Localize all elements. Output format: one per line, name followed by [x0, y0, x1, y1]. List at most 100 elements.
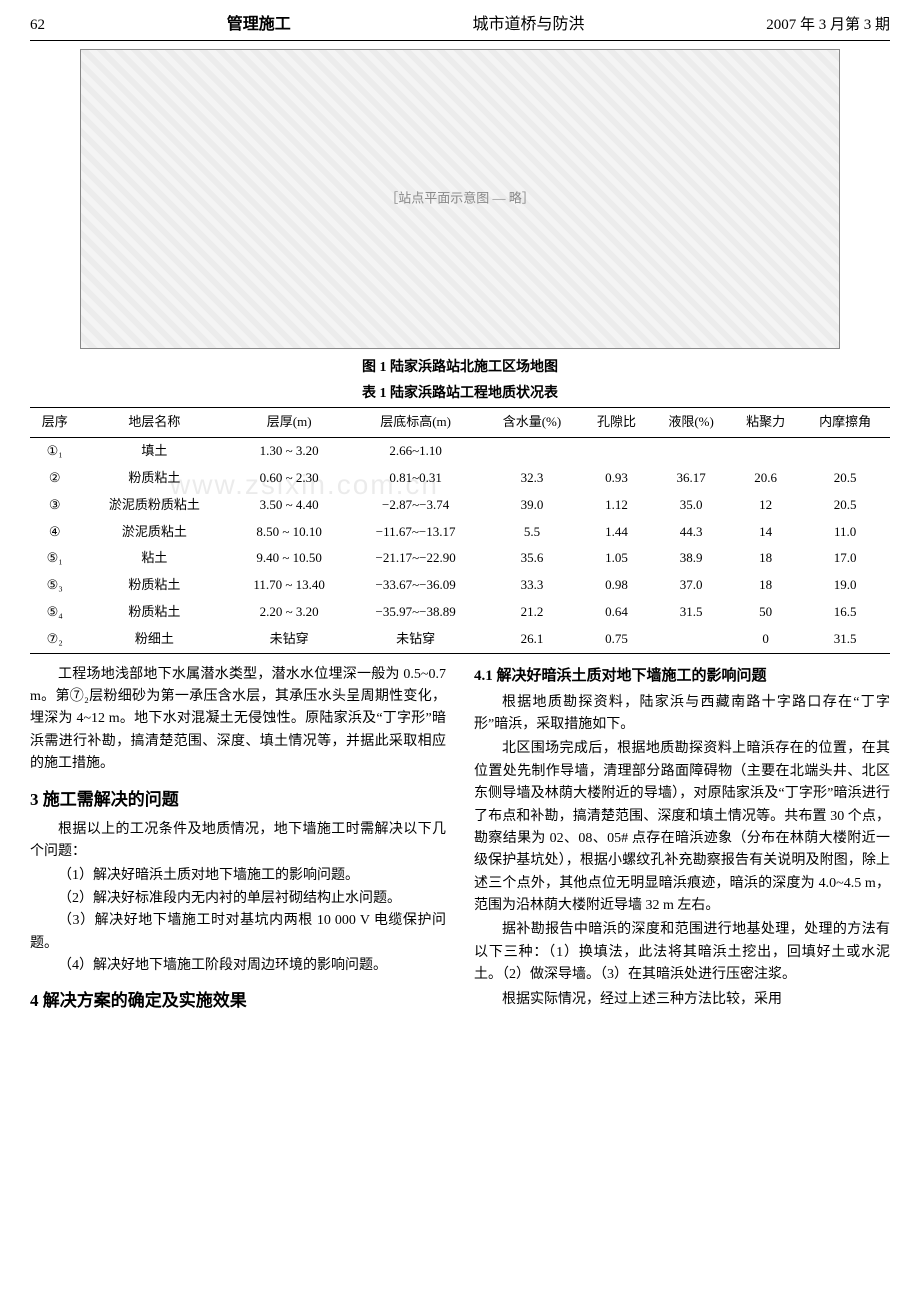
table-cell: 淤泥质粉质粘土: [79, 492, 229, 519]
table-cell: 0.75: [582, 626, 652, 653]
table-row: ②粉质粘土0.60 ~ 2.300.81~0.3132.30.9336.1720…: [30, 465, 890, 492]
heading-4-1: 4.1 解决好暗浜土质对地下墙施工的影响问题: [474, 664, 890, 688]
table-cell: [582, 438, 652, 465]
table-cell: 0: [731, 626, 801, 653]
page-number: 62: [30, 13, 45, 37]
table-cell: 32.3: [482, 465, 582, 492]
table-cell: 1.44: [582, 519, 652, 546]
table-cell: [651, 438, 731, 465]
table-cell: 1.05: [582, 545, 652, 572]
right-column: 4.1 解决好暗浜土质对地下墙施工的影响问题 根据地质勘探资料，陆家浜与西藏南路…: [474, 664, 890, 1021]
th-3: 层底标高(m): [349, 408, 482, 438]
item-4: （4）解决好地下墙施工阶段对周边环境的影响问题。: [30, 955, 446, 977]
table-cell: 36.17: [651, 465, 731, 492]
table-cell: 1.12: [582, 492, 652, 519]
table-row: ③淤泥质粉质粘土3.50 ~ 4.40−2.87~−3.7439.01.1235…: [30, 492, 890, 519]
table-cell: 0.60 ~ 2.30: [229, 465, 349, 492]
table-cell: 0.81~0.31: [349, 465, 482, 492]
table-cell: [800, 438, 890, 465]
table-cell: ①₁: [30, 438, 79, 465]
table-cell: −21.17~−22.90: [349, 545, 482, 572]
table-row: ⑤₄粉质粘土2.20 ~ 3.20−35.97~−38.8921.20.6431…: [30, 599, 890, 626]
table-cell: 20.6: [731, 465, 801, 492]
th-7: 粘聚力: [731, 408, 801, 438]
table-cell: 19.0: [800, 572, 890, 599]
table-cell: 16.5: [800, 599, 890, 626]
item-3: （3）解决好地下墙施工时对基坑内两根 10 000 V 电缆保护问题。: [30, 910, 446, 955]
table-cell: 31.5: [800, 626, 890, 653]
table-cell: 淤泥质粘土: [79, 519, 229, 546]
table-cell: 0.98: [582, 572, 652, 599]
header-left: 管理施工: [227, 12, 291, 38]
th-4: 含水量(%): [482, 408, 582, 438]
table-cell: ④: [30, 519, 79, 546]
table-cell: 39.0: [482, 492, 582, 519]
table-row: ①₁填土1.30 ~ 3.202.66~1.10: [30, 438, 890, 465]
table-cell: 26.1: [482, 626, 582, 653]
table-cell: 0.64: [582, 599, 652, 626]
two-column-body: 工程场地浅部地下水属潜水类型，潜水水位埋深一般为 0.5~0.7 m。第⑦₂层粉…: [30, 664, 890, 1021]
table-row: ⑦₂粉细土未钻穿未钻穿26.10.75031.5: [30, 626, 890, 653]
item-1: （1）解决好暗浜土质对地下墙施工的影响问题。: [30, 865, 446, 887]
figure-1-caption: 图 1 陆家浜路站北施工区场地图: [30, 357, 890, 379]
table-cell: [482, 438, 582, 465]
para-41b: 北区围场完成后，根据地质勘探资料上暗浜存在的位置，在其位置处先制作导墙，清理部分…: [474, 738, 890, 917]
table-cell: 粉质粘土: [79, 572, 229, 599]
table-cell: 2.20 ~ 3.20: [229, 599, 349, 626]
para-41d: 根据实际情况，经过上述三种方法比较，采用: [474, 989, 890, 1011]
table-cell: 37.0: [651, 572, 731, 599]
table-cell: −33.67~−36.09: [349, 572, 482, 599]
para-41a: 根据地质勘探资料，陆家浜与西藏南路十字路口存在“丁字形”暗浜，采取措施如下。: [474, 692, 890, 737]
para-intro: 工程场地浅部地下水属潜水类型，潜水水位埋深一般为 0.5~0.7 m。第⑦₂层粉…: [30, 664, 446, 776]
table-cell: 未钻穿: [229, 626, 349, 653]
table-cell: 20.5: [800, 465, 890, 492]
header-right: 2007 年 3 月第 3 期: [766, 13, 890, 37]
table-cell: [731, 438, 801, 465]
table-cell: 18: [731, 545, 801, 572]
table-cell: 8.50 ~ 10.10: [229, 519, 349, 546]
table-cell: ②: [30, 465, 79, 492]
table-1: 层序 地层名称 层厚(m) 层底标高(m) 含水量(%) 孔隙比 液限(%) 粘…: [30, 407, 890, 653]
table-cell: 粘土: [79, 545, 229, 572]
para-41c: 据补勘报告中暗浜的深度和范围进行地基处理，处理的方法有以下三种：（1）换填法，此…: [474, 919, 890, 986]
para-3a: 根据以上的工况条件及地质情况，地下墙施工时需解决以下几个问题：: [30, 819, 446, 864]
table-cell: 17.0: [800, 545, 890, 572]
th-6: 液限(%): [651, 408, 731, 438]
table-cell: 18: [731, 572, 801, 599]
figure-1-placeholder-label: ［站点平面示意图 — 略］: [385, 188, 535, 209]
th-0: 层序: [30, 408, 79, 438]
table-cell: 3.50 ~ 4.40: [229, 492, 349, 519]
table-cell: 20.5: [800, 492, 890, 519]
header-center: 城市道桥与防洪: [472, 12, 584, 38]
table-cell: 35.6: [482, 545, 582, 572]
table-cell: ⑤₄: [30, 599, 79, 626]
th-5: 孔隙比: [582, 408, 652, 438]
table-row: ⑤₁粘土9.40 ~ 10.50−21.17~−22.9035.61.0538.…: [30, 545, 890, 572]
table-cell: 11.0: [800, 519, 890, 546]
table-cell: 2.66~1.10: [349, 438, 482, 465]
table-cell: 21.2: [482, 599, 582, 626]
table-cell: 9.40 ~ 10.50: [229, 545, 349, 572]
table-cell: [651, 626, 731, 653]
left-column: 工程场地浅部地下水属潜水类型，潜水水位埋深一般为 0.5~0.7 m。第⑦₂层粉…: [30, 664, 446, 1021]
table-cell: 1.30 ~ 3.20: [229, 438, 349, 465]
table-cell: 33.3: [482, 572, 582, 599]
heading-4: 4 解决方案的确定及实施效果: [30, 987, 446, 1014]
table-cell: 粉细土: [79, 626, 229, 653]
table-cell: 粉质粘土: [79, 599, 229, 626]
table-cell: 38.9: [651, 545, 731, 572]
table-cell: ⑤₃: [30, 572, 79, 599]
table-cell: 35.0: [651, 492, 731, 519]
table-row: ⑤₃粉质粘土11.70 ~ 13.40−33.67~−36.0933.30.98…: [30, 572, 890, 599]
table-cell: ⑦₂: [30, 626, 79, 653]
table-cell: 12: [731, 492, 801, 519]
figure-1: ［站点平面示意图 — 略］: [30, 49, 890, 349]
table-1-caption: 表 1 陆家浜路站工程地质状况表: [30, 383, 890, 405]
figure-1-placeholder: ［站点平面示意图 — 略］: [80, 49, 840, 349]
table-cell: 50: [731, 599, 801, 626]
table-cell: ③: [30, 492, 79, 519]
table-cell: 14: [731, 519, 801, 546]
table-cell: ⑤₁: [30, 545, 79, 572]
table-row: ④淤泥质粘土8.50 ~ 10.10−11.67~−13.175.51.4444…: [30, 519, 890, 546]
table-cell: 填土: [79, 438, 229, 465]
